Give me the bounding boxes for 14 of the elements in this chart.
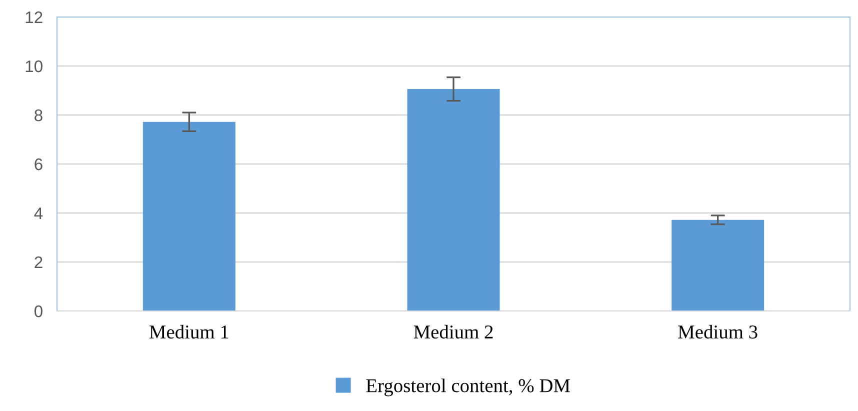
y-tick-label: 2 — [34, 256, 42, 268]
y-tick-label: 8 — [34, 109, 42, 122]
bar — [407, 89, 500, 311]
y-tick-label: 0 — [34, 305, 42, 318]
bar — [142, 122, 236, 311]
x-tick-label: Medium 2 — [414, 324, 493, 339]
x-tick-label: Medium 1 — [149, 324, 228, 339]
bar — [672, 220, 764, 311]
y-tick-label: 6 — [34, 158, 42, 170]
legend-label: Ergosterol content, % DM — [366, 378, 570, 396]
y-tick-label: 10 — [26, 60, 42, 72]
x-tick-label: Medium 3 — [678, 324, 758, 339]
y-tick-label: 4 — [34, 208, 43, 220]
y-tick-label: 12 — [26, 11, 42, 24]
